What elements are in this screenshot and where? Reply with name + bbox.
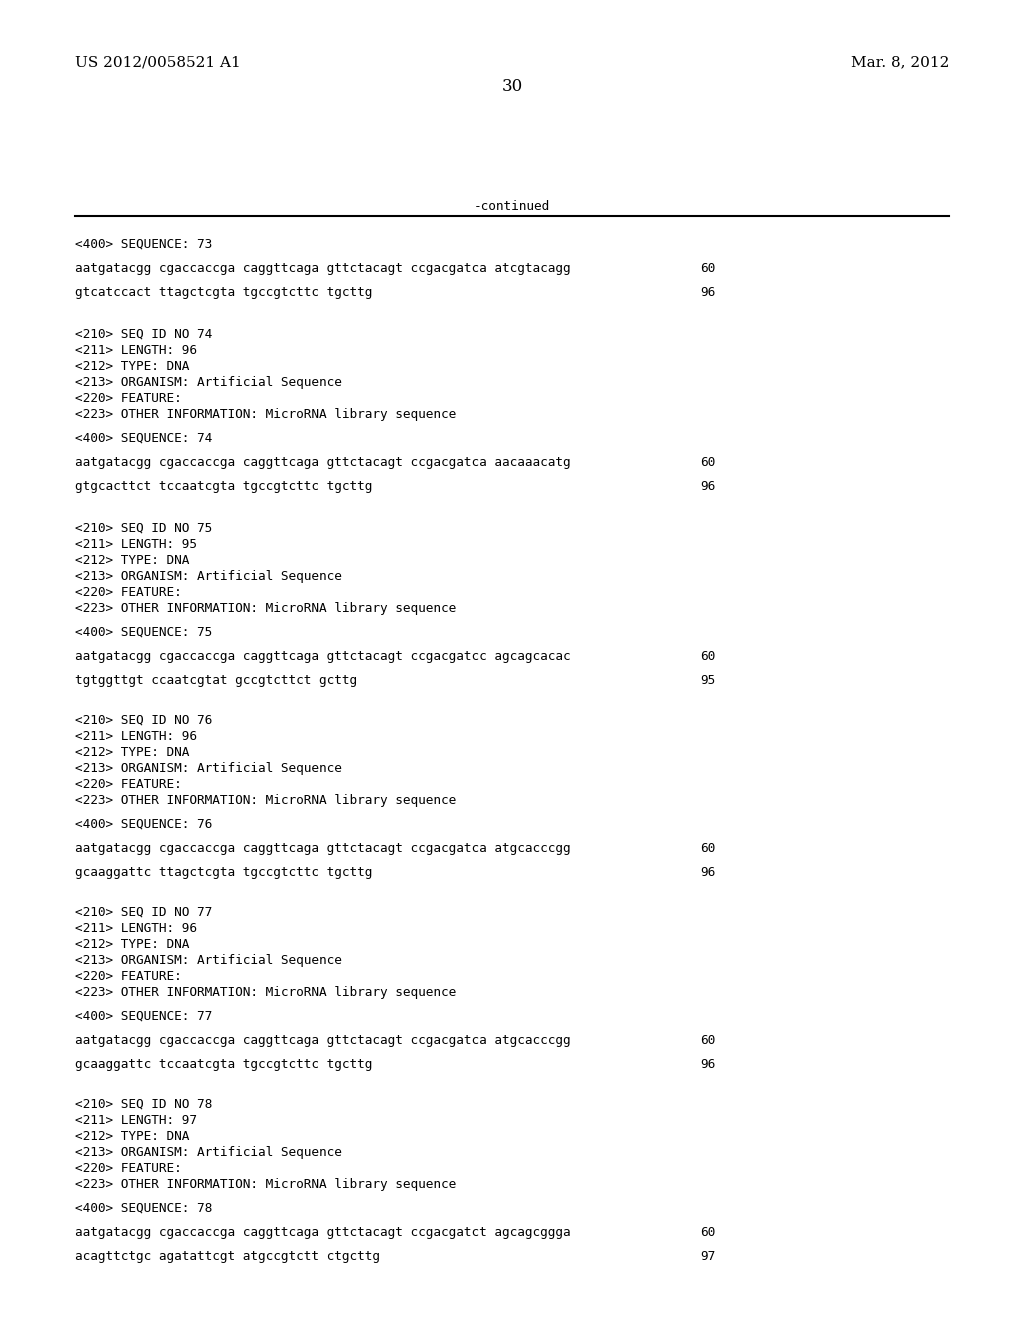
Text: 60: 60 <box>700 1034 715 1047</box>
Text: <400> SEQUENCE: 74: <400> SEQUENCE: 74 <box>75 432 212 445</box>
Text: <213> ORGANISM: Artificial Sequence: <213> ORGANISM: Artificial Sequence <box>75 762 342 775</box>
Text: 60: 60 <box>700 455 715 469</box>
Text: 96: 96 <box>700 480 715 492</box>
Text: <212> TYPE: DNA: <212> TYPE: DNA <box>75 360 189 374</box>
Text: <212> TYPE: DNA: <212> TYPE: DNA <box>75 554 189 568</box>
Text: <211> LENGTH: 95: <211> LENGTH: 95 <box>75 539 197 550</box>
Text: <211> LENGTH: 96: <211> LENGTH: 96 <box>75 730 197 743</box>
Text: <220> FEATURE:: <220> FEATURE: <box>75 777 181 791</box>
Text: <223> OTHER INFORMATION: MicroRNA library sequence: <223> OTHER INFORMATION: MicroRNA librar… <box>75 408 457 421</box>
Text: 60: 60 <box>700 649 715 663</box>
Text: aatgatacgg cgaccaccga caggttcaga gttctacagt ccgacgatca atcgtacagg: aatgatacgg cgaccaccga caggttcaga gttctac… <box>75 261 570 275</box>
Text: <400> SEQUENCE: 76: <400> SEQUENCE: 76 <box>75 818 212 832</box>
Text: <220> FEATURE:: <220> FEATURE: <box>75 970 181 983</box>
Text: <210> SEQ ID NO 77: <210> SEQ ID NO 77 <box>75 906 212 919</box>
Text: gtgcacttct tccaatcgta tgccgtcttc tgcttg: gtgcacttct tccaatcgta tgccgtcttc tgcttg <box>75 480 373 492</box>
Text: <211> LENGTH: 97: <211> LENGTH: 97 <box>75 1114 197 1127</box>
Text: <223> OTHER INFORMATION: MicroRNA library sequence: <223> OTHER INFORMATION: MicroRNA librar… <box>75 795 457 807</box>
Text: <213> ORGANISM: Artificial Sequence: <213> ORGANISM: Artificial Sequence <box>75 376 342 389</box>
Text: <223> OTHER INFORMATION: MicroRNA library sequence: <223> OTHER INFORMATION: MicroRNA librar… <box>75 1177 457 1191</box>
Text: gcaaggattc tccaatcgta tgccgtcttc tgcttg: gcaaggattc tccaatcgta tgccgtcttc tgcttg <box>75 1059 373 1071</box>
Text: <211> LENGTH: 96: <211> LENGTH: 96 <box>75 921 197 935</box>
Text: -continued: -continued <box>474 201 550 213</box>
Text: <212> TYPE: DNA: <212> TYPE: DNA <box>75 1130 189 1143</box>
Text: <210> SEQ ID NO 76: <210> SEQ ID NO 76 <box>75 714 212 727</box>
Text: tgtggttgt ccaatcgtat gccgtcttct gcttg: tgtggttgt ccaatcgtat gccgtcttct gcttg <box>75 675 357 686</box>
Text: <210> SEQ ID NO 78: <210> SEQ ID NO 78 <box>75 1098 212 1111</box>
Text: <213> ORGANISM: Artificial Sequence: <213> ORGANISM: Artificial Sequence <box>75 570 342 583</box>
Text: <400> SEQUENCE: 77: <400> SEQUENCE: 77 <box>75 1010 212 1023</box>
Text: 96: 96 <box>700 1059 715 1071</box>
Text: <223> OTHER INFORMATION: MicroRNA library sequence: <223> OTHER INFORMATION: MicroRNA librar… <box>75 602 457 615</box>
Text: Mar. 8, 2012: Mar. 8, 2012 <box>851 55 949 69</box>
Text: <223> OTHER INFORMATION: MicroRNA library sequence: <223> OTHER INFORMATION: MicroRNA librar… <box>75 986 457 999</box>
Text: 30: 30 <box>502 78 522 95</box>
Text: aatgatacgg cgaccaccga caggttcaga gttctacagt ccgacgatcc agcagcacac: aatgatacgg cgaccaccga caggttcaga gttctac… <box>75 649 570 663</box>
Text: <213> ORGANISM: Artificial Sequence: <213> ORGANISM: Artificial Sequence <box>75 1146 342 1159</box>
Text: <212> TYPE: DNA: <212> TYPE: DNA <box>75 939 189 950</box>
Text: <213> ORGANISM: Artificial Sequence: <213> ORGANISM: Artificial Sequence <box>75 954 342 968</box>
Text: 97: 97 <box>700 1250 715 1263</box>
Text: aatgatacgg cgaccaccga caggttcaga gttctacagt ccgacgatca aacaaacatg: aatgatacgg cgaccaccga caggttcaga gttctac… <box>75 455 570 469</box>
Text: gcaaggattc ttagctcgta tgccgtcttc tgcttg: gcaaggattc ttagctcgta tgccgtcttc tgcttg <box>75 866 373 879</box>
Text: 96: 96 <box>700 866 715 879</box>
Text: <400> SEQUENCE: 75: <400> SEQUENCE: 75 <box>75 626 212 639</box>
Text: acagttctgc agatattcgt atgccgtctt ctgcttg: acagttctgc agatattcgt atgccgtctt ctgcttg <box>75 1250 380 1263</box>
Text: <220> FEATURE:: <220> FEATURE: <box>75 586 181 599</box>
Text: <211> LENGTH: 96: <211> LENGTH: 96 <box>75 345 197 356</box>
Text: gtcatccact ttagctcgta tgccgtcttc tgcttg: gtcatccact ttagctcgta tgccgtcttc tgcttg <box>75 286 373 300</box>
Text: <220> FEATURE:: <220> FEATURE: <box>75 1162 181 1175</box>
Text: aatgatacgg cgaccaccga caggttcaga gttctacagt ccgacgatca atgcacccgg: aatgatacgg cgaccaccga caggttcaga gttctac… <box>75 842 570 855</box>
Text: 96: 96 <box>700 286 715 300</box>
Text: <210> SEQ ID NO 74: <210> SEQ ID NO 74 <box>75 327 212 341</box>
Text: 60: 60 <box>700 842 715 855</box>
Text: US 2012/0058521 A1: US 2012/0058521 A1 <box>75 55 241 69</box>
Text: aatgatacgg cgaccaccga caggttcaga gttctacagt ccgacgatct agcagcggga: aatgatacgg cgaccaccga caggttcaga gttctac… <box>75 1226 570 1239</box>
Text: <400> SEQUENCE: 73: <400> SEQUENCE: 73 <box>75 238 212 251</box>
Text: 95: 95 <box>700 675 715 686</box>
Text: 60: 60 <box>700 261 715 275</box>
Text: <212> TYPE: DNA: <212> TYPE: DNA <box>75 746 189 759</box>
Text: aatgatacgg cgaccaccga caggttcaga gttctacagt ccgacgatca atgcacccgg: aatgatacgg cgaccaccga caggttcaga gttctac… <box>75 1034 570 1047</box>
Text: <220> FEATURE:: <220> FEATURE: <box>75 392 181 405</box>
Text: <210> SEQ ID NO 75: <210> SEQ ID NO 75 <box>75 521 212 535</box>
Text: 60: 60 <box>700 1226 715 1239</box>
Text: <400> SEQUENCE: 78: <400> SEQUENCE: 78 <box>75 1203 212 1214</box>
